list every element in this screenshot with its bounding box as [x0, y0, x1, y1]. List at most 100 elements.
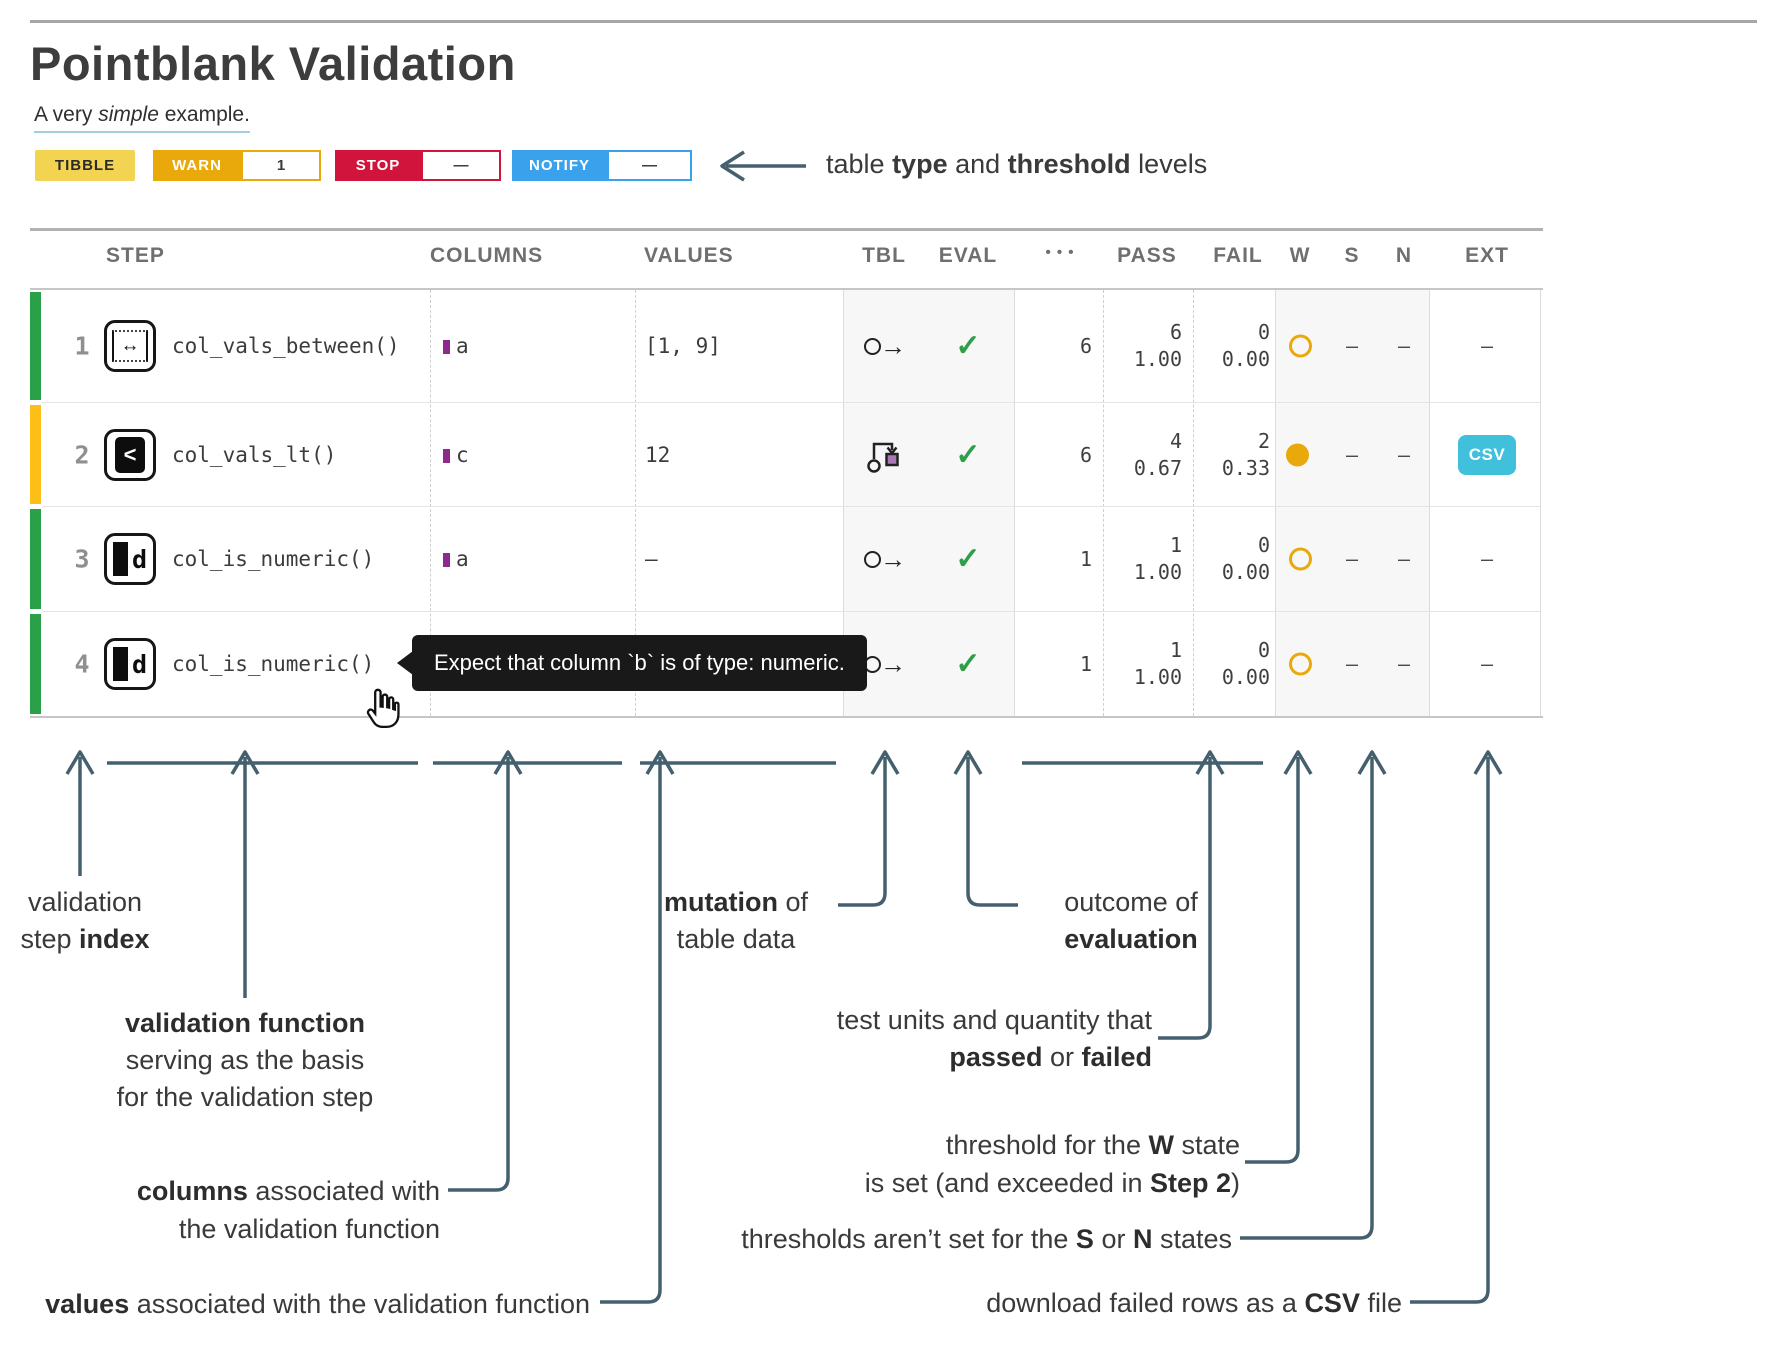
- caption-csv-download: download failed rows as a CSV file: [986, 1288, 1402, 1318]
- step-index: 2: [74, 440, 90, 469]
- col-header-eval: EVAL: [938, 244, 998, 267]
- mutation-icon: [845, 436, 925, 474]
- warn-threshold-badge: WARN: [153, 150, 241, 181]
- caption-type-threshold: table type and threshold levels: [826, 149, 1208, 179]
- column-marker-icon: [443, 553, 450, 567]
- col-header-columns: COLUMNS: [430, 244, 544, 267]
- step2-status-bar: [30, 405, 41, 504]
- notify-state: —: [1397, 547, 1411, 571]
- step1-status-bar: [30, 292, 41, 400]
- col-header-values: VALUES: [644, 244, 734, 267]
- table-right-border: [1540, 290, 1541, 716]
- values-cell: 12: [645, 442, 671, 467]
- no-mutation-icon: →: [845, 651, 925, 677]
- tooltip-arrow: [397, 651, 413, 675]
- caption-w-threshold: threshold for the W state is set (and ex…: [864, 1130, 1240, 1198]
- notify-state: —: [1397, 334, 1411, 358]
- col-header-units: • • •: [1045, 244, 1075, 261]
- col-is-numeric-icon: d: [104, 533, 156, 585]
- caption-mutation: mutation of table data: [663, 887, 809, 954]
- step3-status-bar: [30, 509, 41, 609]
- notify-state: —: [1397, 442, 1411, 467]
- top-divider: [30, 20, 1757, 23]
- caption-outcome: outcome of evaluation: [1064, 887, 1198, 954]
- fail-cell: 0 0.00: [1221, 320, 1270, 371]
- test-units: 1: [1079, 547, 1092, 571]
- no-mutation-icon: →: [845, 546, 925, 572]
- stop-state: —: [1345, 547, 1359, 571]
- wsn-column-zone: [1275, 290, 1430, 716]
- pass-cell: 1 1.00: [1133, 638, 1182, 689]
- csv-download-button[interactable]: CSV: [1458, 434, 1516, 475]
- columns-cell: c: [443, 443, 469, 467]
- columns-cell: a: [443, 334, 469, 358]
- eval-check-icon: ✓: [955, 647, 981, 681]
- table-top-border: [30, 228, 1543, 231]
- pass-cell: 1 1.00: [1133, 533, 1182, 584]
- page-title: Pointblank Validation: [30, 37, 516, 90]
- step-index: 3: [74, 544, 90, 574]
- ext-cell: —: [1480, 547, 1494, 571]
- warn-state-filled-circle-icon: [1286, 443, 1309, 466]
- eval-check-icon: ✓: [955, 329, 981, 363]
- step-index: 1: [74, 331, 90, 361]
- ext-cell: —: [1480, 334, 1494, 358]
- validation-function: col_is_numeric(): [172, 547, 375, 571]
- col-vals-lt-icon: <: [104, 428, 156, 481]
- col-vals-between-icon: ↔: [104, 320, 156, 372]
- stop-threshold-badge: STOP: [335, 150, 421, 181]
- columns-cell: a: [443, 547, 469, 571]
- fail-cell: 0 0.00: [1221, 533, 1270, 584]
- warn-threshold-value: 1: [241, 150, 321, 181]
- test-units: 6: [1079, 334, 1092, 358]
- caption-validation-function: validation function serving as the basis…: [116, 1008, 374, 1112]
- tbl-eval-column-zone: [843, 290, 1015, 716]
- col-header-s: S: [1344, 244, 1360, 267]
- header-bottom-border: [30, 288, 1543, 290]
- step-index: 4: [74, 649, 90, 679]
- caption-values: values associated with the validation fu…: [45, 1289, 590, 1319]
- test-units: 1: [1079, 652, 1092, 676]
- warn-state-open-circle-icon: [1289, 652, 1312, 676]
- table-row: 2 < col_vals_lt() c 12 ✓ 6 4 0.67 2 0.33 —…: [0, 403, 1788, 506]
- hand-cursor-icon: [362, 686, 404, 737]
- validation-function: col_vals_lt(): [172, 442, 337, 467]
- eval-check-icon: ✓: [955, 438, 981, 471]
- test-units: 6: [1079, 442, 1092, 467]
- stop-state: —: [1345, 442, 1359, 467]
- col-header-step: STEP: [106, 244, 165, 267]
- stop-state: —: [1345, 334, 1359, 358]
- col-header-n: N: [1395, 244, 1413, 267]
- col-header-pass: PASS: [1117, 244, 1177, 267]
- warn-state-open-circle-icon: [1289, 334, 1312, 358]
- col-is-numeric-icon: d: [104, 638, 156, 690]
- table-bottom-border: [30, 716, 1543, 718]
- report-subtitle: A very simple example.: [34, 103, 250, 133]
- values-cell: [1, 9]: [645, 334, 721, 358]
- column-marker-icon: [443, 448, 450, 463]
- validation-function: col_is_numeric(): [172, 652, 375, 676]
- warn-state-open-circle-icon: [1289, 547, 1312, 571]
- no-mutation-icon: →: [845, 333, 925, 359]
- caption-columns: columns associated with the validation f…: [136, 1176, 440, 1244]
- fail-cell: 0 0.00: [1221, 638, 1270, 689]
- notify-state: —: [1397, 652, 1411, 676]
- pass-cell: 6 1.00: [1133, 320, 1182, 371]
- caption-step-index: validation step index: [20, 887, 150, 954]
- col-header-ext: EXT: [1465, 244, 1509, 267]
- col-header-fail: FAIL: [1213, 244, 1263, 267]
- values-cell: —: [645, 547, 658, 571]
- step-tooltip: Expect that column `b` is of type: numer…: [412, 635, 867, 691]
- table-row: 3 d col_is_numeric() a — → ✓ 1 1 1.00 0 0.…: [0, 507, 1788, 611]
- step4-status-bar: [30, 614, 41, 714]
- caption-sn-states: thresholds aren’t set for the S or N sta…: [741, 1224, 1232, 1254]
- ext-cell: —: [1480, 652, 1494, 676]
- caption-pass-fail: test units and quantity that passed or f…: [836, 1005, 1152, 1072]
- fail-cell: 2 0.33: [1221, 428, 1270, 480]
- column-marker-icon: [443, 340, 450, 354]
- table-row: 4 d col_is_numeric() → ✓ 1 1 1.00 0 0.00 —…: [0, 612, 1788, 716]
- col-header-tbl: TBL: [862, 244, 906, 267]
- stop-threshold-value: —: [421, 150, 501, 181]
